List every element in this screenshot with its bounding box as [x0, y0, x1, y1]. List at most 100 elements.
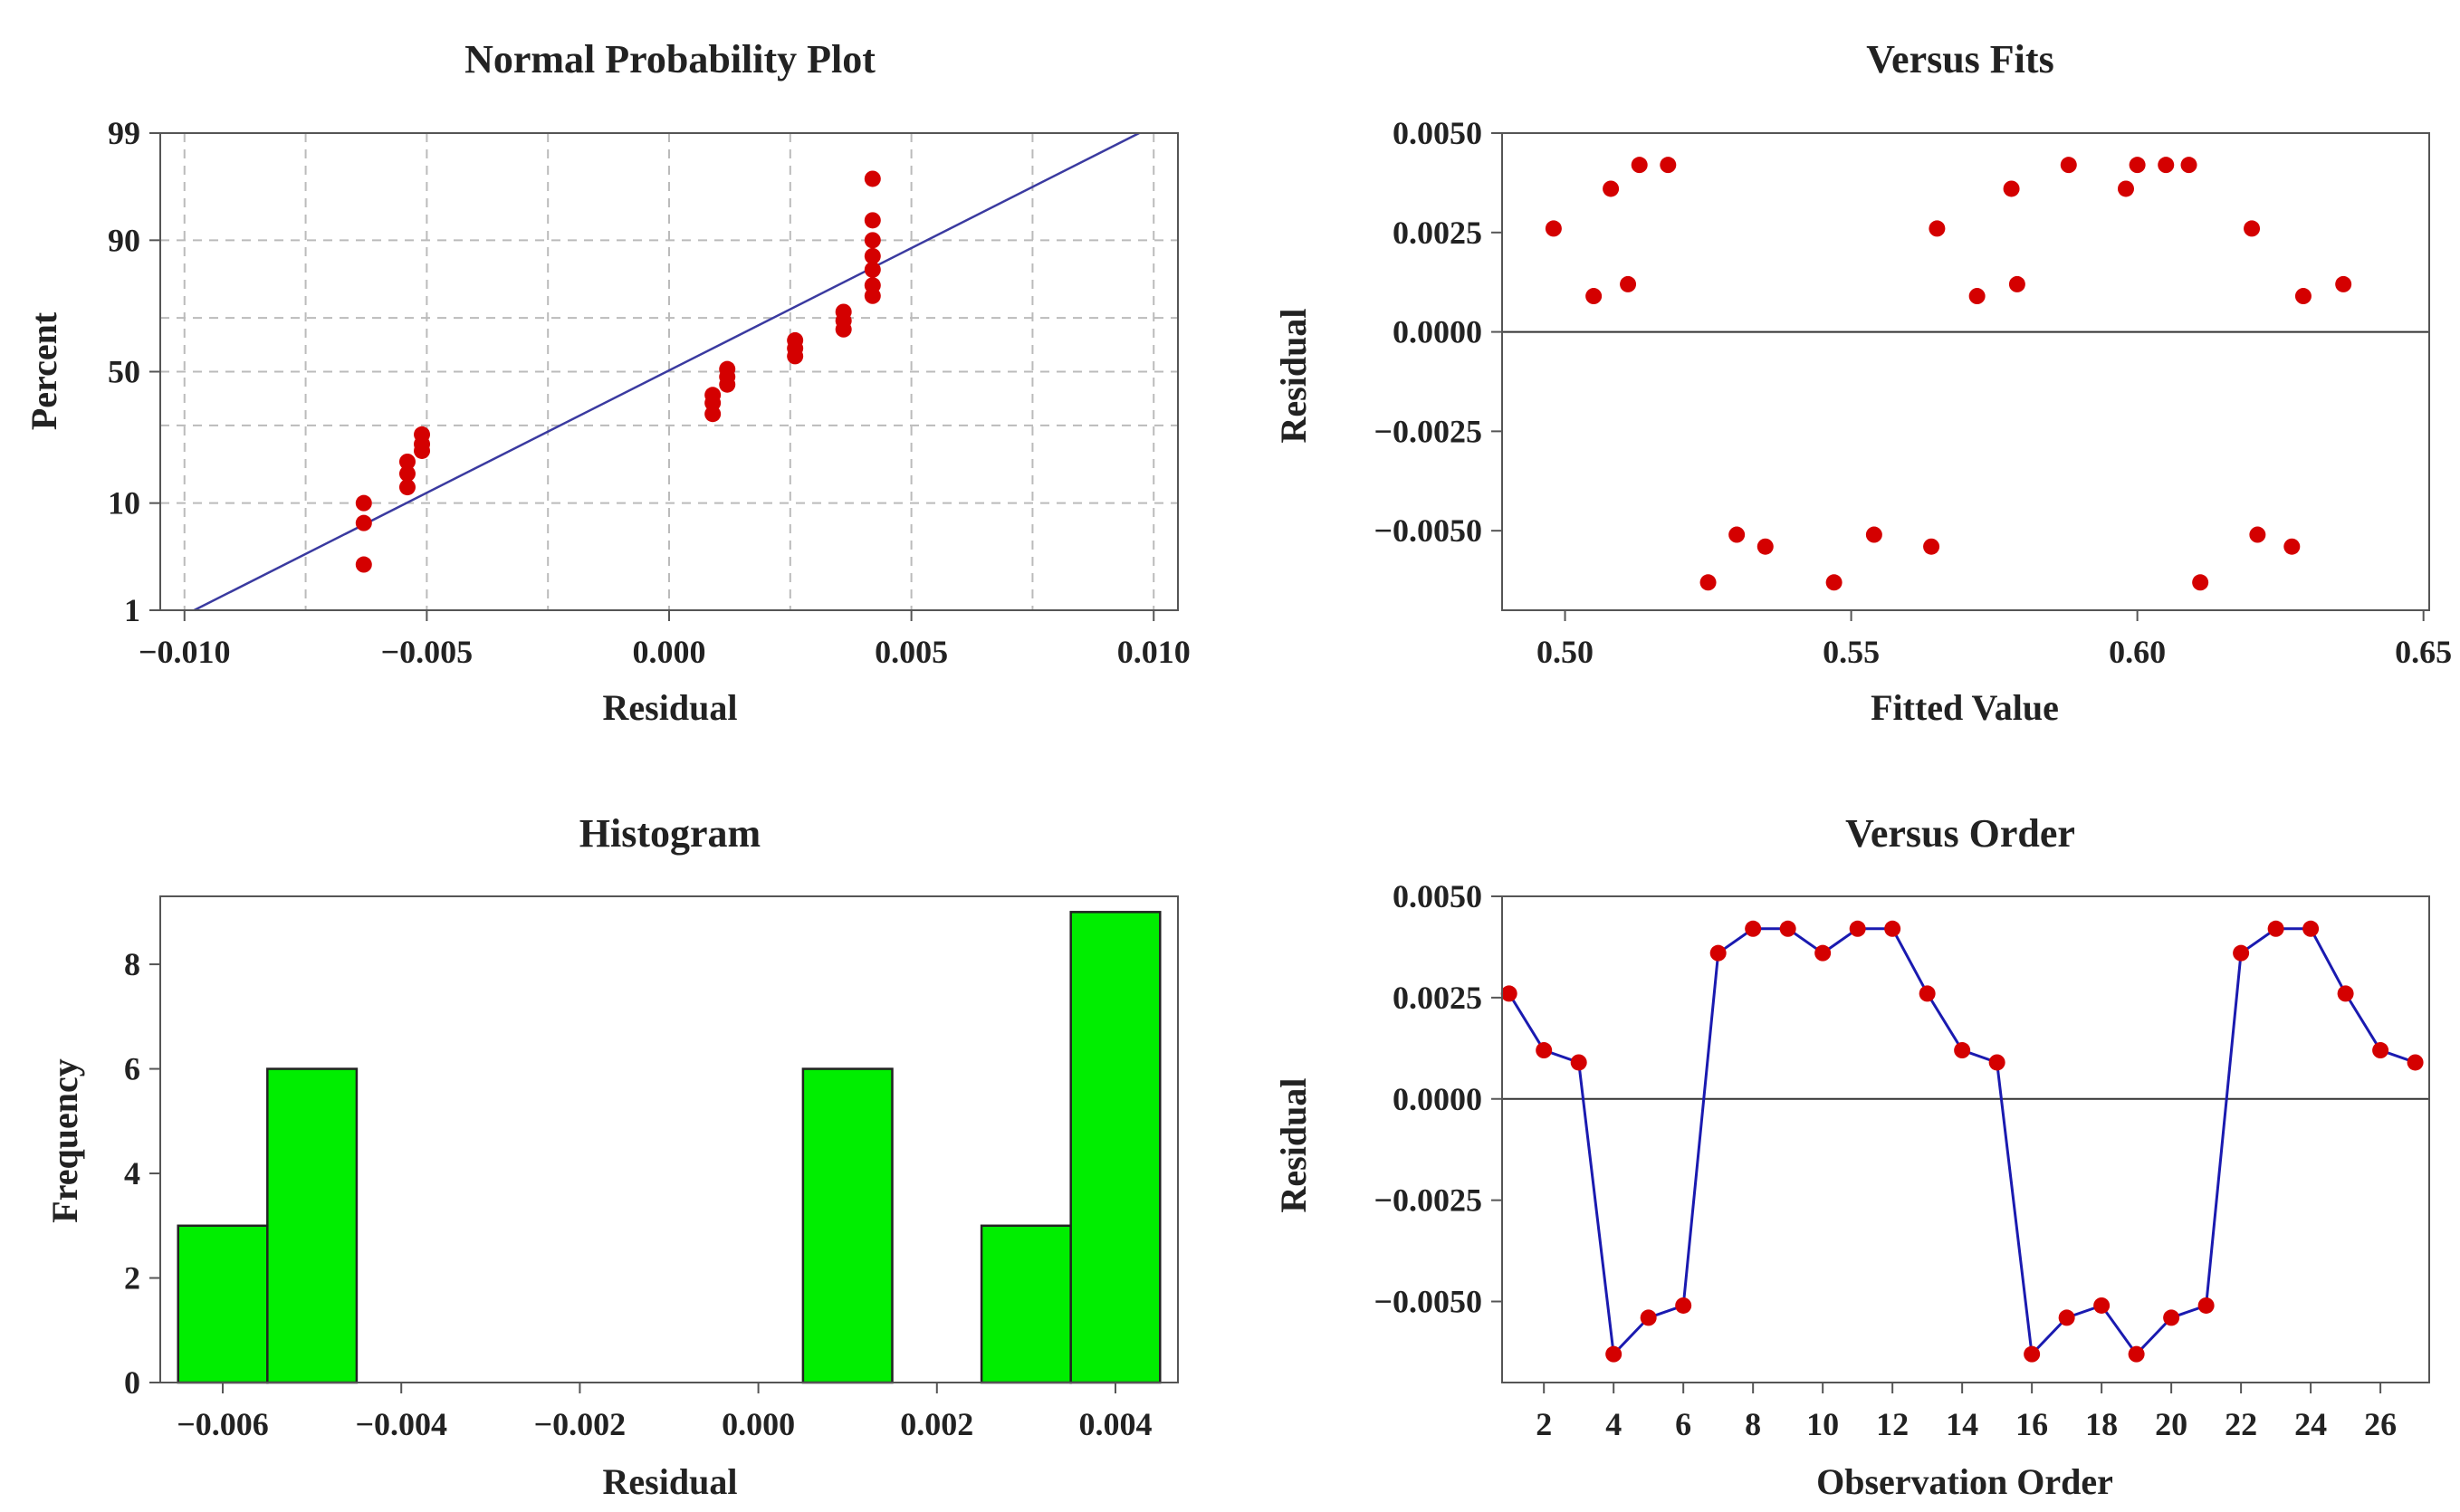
- prob-data-point: [719, 360, 736, 378]
- fits-data-point: [2158, 157, 2175, 174]
- normal-probability-panel: Normal Probability Plot −0.010 −0.005 0.00…: [24, 37, 1191, 728]
- versus-fits-y-axis-label: Residual: [1273, 309, 1314, 444]
- order-x-tick-label: 12: [1876, 1406, 1909, 1442]
- order-x-tick-label: 6: [1675, 1406, 1691, 1442]
- normal-probability-title: Normal Probability Plot: [464, 37, 876, 81]
- histogram-bar: [266, 1067, 359, 1384]
- prob-x-tick-label: 0.000: [633, 634, 706, 670]
- prob-data-point: [864, 232, 881, 249]
- hist-y-tick-label: 0: [124, 1364, 140, 1401]
- versus-order-y-axis-label: Residual: [1273, 1078, 1314, 1213]
- prob-x-tick-label: −0.005: [381, 634, 474, 670]
- order-x-tick-label: 26: [2364, 1406, 2397, 1442]
- order-x-tick-label: 10: [1806, 1406, 1839, 1442]
- order-data-point: [2337, 985, 2354, 1002]
- prob-y-tick-label: 99: [108, 115, 140, 151]
- order-data-point: [2267, 920, 2284, 937]
- order-x-tick-label: 22: [2225, 1406, 2257, 1442]
- order-x-tick-label: 14: [1946, 1406, 1978, 1442]
- histogram-bar: [1069, 911, 1162, 1384]
- order-data-point: [2233, 944, 2250, 962]
- fits-data-point: [1728, 526, 1746, 543]
- order-x-tick-label: 24: [2294, 1406, 2327, 1442]
- hist-x-tick-label: −0.006: [177, 1406, 269, 1442]
- prob-data-point: [864, 212, 881, 229]
- fits-data-point: [1923, 538, 1940, 555]
- versus-fits-panel: Versus Fits 0.50 0.55 0.60 0.65 0.0050 0.002…: [1273, 37, 2452, 728]
- order-data-point: [2372, 1042, 2389, 1059]
- prob-data-point: [398, 479, 416, 496]
- fits-data-point: [1603, 180, 1620, 197]
- versus-fits-plot-frame: [1501, 132, 2430, 611]
- prob-data-point: [398, 465, 416, 483]
- histogram-y-axis-label: Frequency: [44, 1058, 85, 1222]
- order-data-point: [2163, 1309, 2180, 1326]
- fits-data-point: [2008, 275, 2025, 292]
- versus-order-title: Versus Order: [1845, 811, 2075, 856]
- hist-x-tick-label: 0.000: [722, 1406, 795, 1442]
- fits-data-point: [2192, 574, 2209, 591]
- histogram-title: Histogram: [579, 811, 761, 856]
- hist-x-tick-label: 0.004: [1078, 1406, 1152, 1442]
- order-x-tick-label: 2: [1536, 1406, 1552, 1442]
- order-data-point: [1536, 1042, 1553, 1059]
- fits-x-tick-label: 0.55: [1823, 634, 1880, 670]
- fits-data-point: [1968, 288, 1986, 305]
- order-y-tick-label: −0.0025: [1374, 1182, 1482, 1219]
- prob-data-point: [864, 277, 881, 294]
- fits-data-point: [2335, 275, 2352, 292]
- hist-x-tick-label: −0.002: [534, 1406, 627, 1442]
- prob-y-tick-label: 10: [108, 485, 140, 522]
- fits-data-point: [1631, 157, 1648, 174]
- histogram-plot-frame: [159, 895, 1179, 1383]
- order-data-point: [2128, 1345, 2145, 1363]
- fits-data-point: [1620, 275, 1637, 292]
- order-data-point: [1605, 1345, 1622, 1363]
- order-data-point: [1570, 1054, 1587, 1071]
- order-y-tick-label: −0.0050: [1374, 1284, 1482, 1320]
- histogram-bar: [801, 1067, 894, 1384]
- order-data-point: [1884, 920, 1901, 937]
- order-y-tick-label: 0.0050: [1393, 878, 1482, 914]
- order-data-point: [2407, 1054, 2424, 1071]
- order-data-point: [1779, 920, 1796, 937]
- fits-data-point: [1545, 220, 1562, 237]
- prob-x-tick-label: 0.005: [875, 634, 948, 670]
- order-data-point: [1640, 1309, 1657, 1326]
- order-data-point: [1675, 1297, 1692, 1314]
- fits-data-point: [2283, 538, 2301, 555]
- versus-fits-title: Versus Fits: [1866, 37, 2053, 81]
- order-series-line: [1508, 927, 2417, 1358]
- order-x-tick-label: 4: [1605, 1406, 1622, 1442]
- fits-data-point: [2244, 220, 2261, 237]
- fits-x-tick-label: 0.60: [2109, 634, 2166, 670]
- prob-x-tick-label: −0.010: [139, 634, 231, 670]
- order-data-point: [1745, 920, 1762, 937]
- fits-y-tick-label: 0.0000: [1393, 314, 1482, 350]
- normal-reference-line: [193, 131, 1140, 612]
- histogram-bar: [980, 1224, 1072, 1384]
- fits-data-point: [1585, 288, 1603, 305]
- prob-data-point: [414, 426, 431, 443]
- order-x-tick-label: 20: [2155, 1406, 2187, 1442]
- order-data-point: [1500, 985, 1517, 1002]
- order-data-point: [2197, 1297, 2215, 1314]
- fits-data-point: [1865, 526, 1882, 543]
- fits-x-tick-label: 0.50: [1536, 634, 1594, 670]
- normal-probability-y-axis-label: Percent: [24, 311, 64, 430]
- hist-y-tick-label: 2: [124, 1260, 140, 1297]
- prob-data-point: [787, 331, 804, 349]
- order-data-point: [2058, 1309, 2075, 1326]
- hist-y-tick-label: 8: [124, 946, 140, 982]
- prob-data-point: [355, 494, 372, 512]
- order-data-point: [1814, 944, 1832, 962]
- order-data-point: [2302, 920, 2320, 937]
- fits-data-point: [2249, 526, 2266, 543]
- prob-data-point: [355, 556, 372, 573]
- fits-data-point: [2180, 157, 2197, 174]
- fits-y-tick-label: −0.0025: [1374, 413, 1482, 449]
- prob-data-point: [355, 514, 372, 531]
- fits-x-tick-label: 0.65: [2395, 634, 2452, 670]
- fits-data-point: [1825, 574, 1843, 591]
